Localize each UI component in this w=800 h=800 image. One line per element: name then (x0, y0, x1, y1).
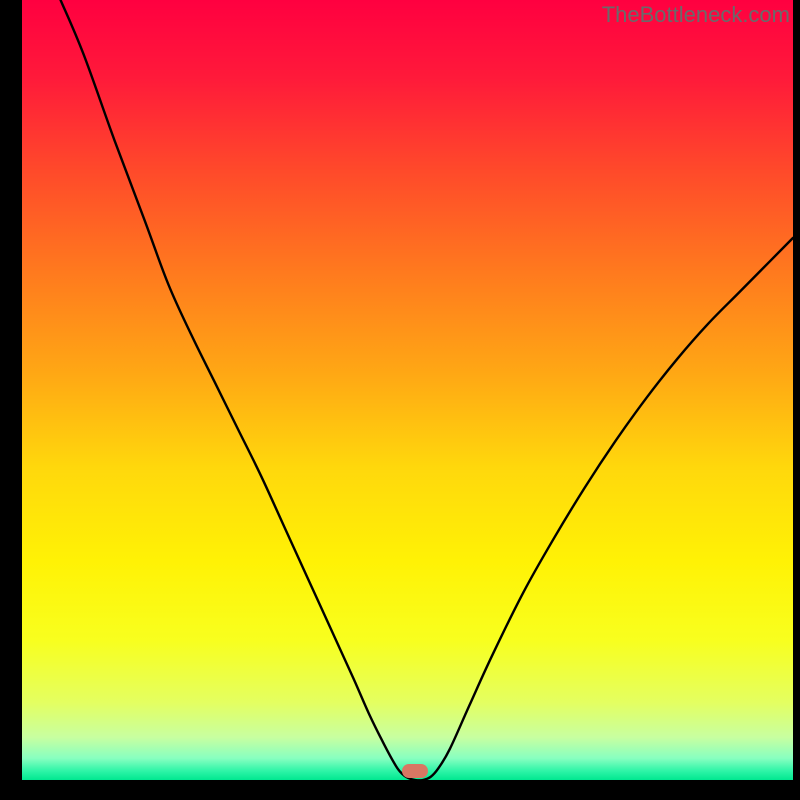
curve-layer (22, 0, 793, 780)
plot-area (22, 0, 793, 780)
optimum-marker (402, 764, 428, 778)
chart-container: { "canvas": { "width": 800, "height": 80… (0, 0, 800, 800)
watermark-text: TheBottleneck.com (602, 2, 790, 28)
bottleneck-curve (61, 0, 793, 780)
